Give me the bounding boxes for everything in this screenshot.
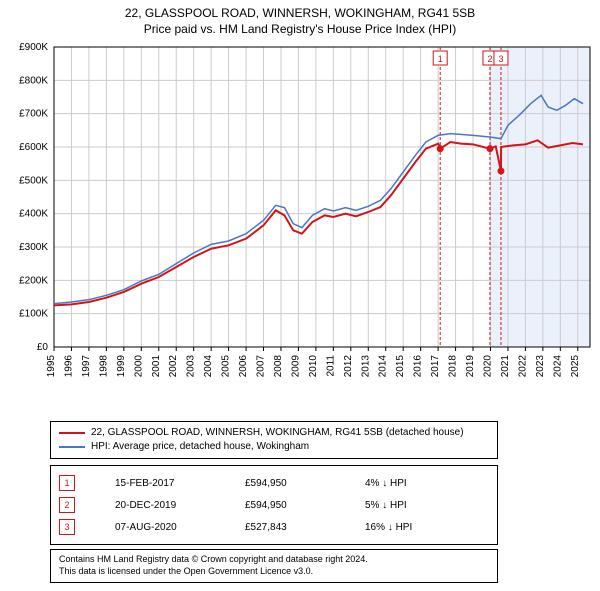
legend-row: 22, GLASSPOOL ROAD, WINNERSH, WOKINGHAM,…: [59, 426, 489, 440]
y-tick-label: £600K: [19, 142, 48, 153]
x-tick-label: 2007: [256, 355, 267, 378]
x-tick-label: 2022: [517, 355, 528, 378]
event-date: 20-DEC-2019: [115, 500, 205, 511]
y-tick-label: £800K: [19, 76, 48, 87]
event-marker: 2: [59, 497, 75, 513]
highlight-band: [490, 47, 590, 347]
x-tick-label: 1996: [63, 355, 74, 378]
event-row: 1 15-FEB-2017 £594,950 4% ↓ HPI: [59, 472, 489, 494]
event-date: 07-AUG-2020: [115, 522, 205, 533]
footer-line2: This data is licensed under the Open Gov…: [59, 566, 489, 578]
title-line1: 22, GLASSPOOL ROAD, WINNERSH, WOKINGHAM,…: [0, 6, 600, 22]
y-tick-label: £400K: [19, 209, 48, 220]
x-tick-label: 1997: [81, 355, 92, 378]
x-tick-label: 2020: [482, 355, 493, 378]
event-row: 3 07-AUG-2020 £527,843 16% ↓ HPI: [59, 516, 489, 538]
event-marker-label: 2: [487, 54, 492, 64]
legend-label: HPI: Average price, detached house, Woki…: [91, 440, 309, 454]
y-tick-label: £0: [37, 342, 49, 353]
x-tick-label: 2018: [448, 355, 459, 378]
y-tick-label: £100K: [19, 309, 48, 320]
event-delta: 4% ↓ HPI: [365, 478, 407, 489]
event-marker: 3: [59, 519, 75, 535]
title-line2: Price paid vs. HM Land Registry's House …: [0, 22, 600, 38]
x-tick-label: 2024: [552, 355, 563, 378]
x-tick-label: 1995: [46, 355, 57, 378]
x-tick-label: 2001: [151, 355, 162, 378]
event-date: 15-FEB-2017: [115, 478, 205, 489]
y-tick-label: £900K: [19, 42, 48, 53]
chart-titles: 22, GLASSPOOL ROAD, WINNERSH, WOKINGHAM,…: [0, 0, 600, 37]
x-tick-label: 2013: [360, 355, 371, 378]
legend-row: HPI: Average price, detached house, Woki…: [59, 440, 489, 454]
event-price: £594,950: [245, 478, 325, 489]
series-dot: [437, 145, 444, 152]
x-tick-label: 2005: [221, 355, 232, 378]
event-delta: 16% ↓ HPI: [365, 522, 412, 533]
footer-box: Contains HM Land Registry data © Crown c…: [50, 549, 498, 582]
x-tick-label: 2015: [395, 355, 406, 378]
y-tick-label: £500K: [19, 176, 48, 187]
legend-swatch: [59, 432, 85, 434]
event-marker-label: 3: [498, 54, 503, 64]
x-tick-label: 2016: [413, 355, 424, 378]
x-tick-label: 2000: [133, 355, 144, 378]
x-tick-label: 1999: [116, 355, 127, 378]
footer-line1: Contains HM Land Registry data © Crown c…: [59, 554, 489, 566]
x-tick-label: 2004: [203, 355, 214, 378]
x-tick-label: 2003: [186, 355, 197, 378]
x-tick-label: 2012: [343, 355, 354, 378]
x-tick-label: 2008: [273, 355, 284, 378]
y-tick-label: £300K: [19, 242, 48, 253]
x-tick-label: 2011: [325, 355, 336, 377]
event-marker: 1: [59, 475, 75, 491]
x-tick-label: 2010: [308, 355, 319, 378]
event-marker-label: 1: [438, 54, 443, 64]
x-tick-label: 2014: [378, 355, 389, 378]
legend-box: 22, GLASSPOOL ROAD, WINNERSH, WOKINGHAM,…: [50, 421, 498, 459]
series-dot: [486, 145, 493, 152]
chart-svg: £0 £100K £200K £300K £400K £500K £600K £700K £80…: [0, 37, 600, 417]
x-tick-label: 2009: [290, 355, 301, 378]
series-dot: [497, 168, 504, 175]
x-tick-label: 2019: [465, 355, 476, 378]
chart-container: 22, GLASSPOOL ROAD, WINNERSH, WOKINGHAM,…: [0, 0, 600, 583]
event-delta: 5% ↓ HPI: [365, 500, 407, 511]
chart-plot-area: £0 £100K £200K £300K £400K £500K £600K £700K £80…: [0, 37, 600, 417]
legend-swatch: [59, 446, 85, 448]
event-row: 2 20-DEC-2019 £594,950 5% ↓ HPI: [59, 494, 489, 516]
y-tick-label: £200K: [19, 276, 48, 287]
x-tick-label: 2023: [535, 355, 546, 378]
event-price: £527,843: [245, 522, 325, 533]
x-tick-label: 2006: [238, 355, 249, 378]
x-tick-label: 2021: [500, 355, 511, 378]
x-tick-label: 1998: [98, 355, 109, 378]
y-tick-label: £700K: [19, 109, 48, 120]
legend-label: 22, GLASSPOOL ROAD, WINNERSH, WOKINGHAM,…: [91, 426, 464, 440]
events-box: 1 15-FEB-2017 £594,950 4% ↓ HPI 2 20-DEC-2019…: [50, 465, 498, 545]
x-tick-label: 2025: [570, 355, 581, 378]
x-tick-label: 2017: [430, 355, 441, 378]
x-tick-label: 2002: [168, 355, 179, 378]
event-price: £594,950: [245, 500, 325, 511]
